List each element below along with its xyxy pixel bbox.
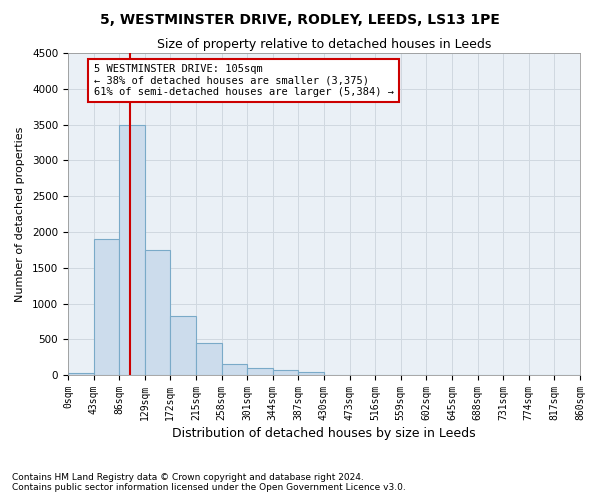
- Bar: [94, 239, 119, 375]
- Bar: [247, 368, 273, 375]
- Text: Contains public sector information licensed under the Open Government Licence v3: Contains public sector information licen…: [12, 484, 406, 492]
- X-axis label: Distribution of detached houses by size in Leeds: Distribution of detached houses by size …: [172, 427, 476, 440]
- Bar: [221, 364, 247, 375]
- Text: Contains HM Land Registry data © Crown copyright and database right 2024.: Contains HM Land Registry data © Crown c…: [12, 474, 364, 482]
- Y-axis label: Number of detached properties: Number of detached properties: [15, 126, 25, 302]
- Bar: [68, 373, 94, 375]
- Bar: [273, 370, 298, 375]
- Bar: [119, 124, 145, 375]
- Bar: [170, 316, 196, 375]
- Bar: [196, 343, 221, 375]
- Text: 5, WESTMINSTER DRIVE, RODLEY, LEEDS, LS13 1PE: 5, WESTMINSTER DRIVE, RODLEY, LEEDS, LS1…: [100, 12, 500, 26]
- Bar: [145, 250, 170, 375]
- Text: 5 WESTMINSTER DRIVE: 105sqm
← 38% of detached houses are smaller (3,375)
61% of : 5 WESTMINSTER DRIVE: 105sqm ← 38% of det…: [94, 64, 394, 97]
- Bar: [298, 372, 324, 375]
- Title: Size of property relative to detached houses in Leeds: Size of property relative to detached ho…: [157, 38, 491, 51]
